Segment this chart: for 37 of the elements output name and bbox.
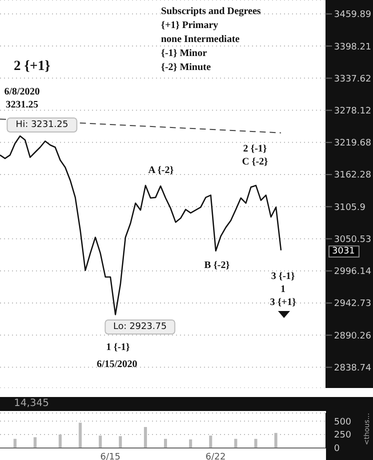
y-tick-label: 3337.62 bbox=[334, 74, 372, 84]
y-tick-label: 3050.53 bbox=[334, 234, 372, 245]
y-tick-label: 2838.74 bbox=[334, 363, 372, 374]
annotation: Hi: 3231.25 bbox=[16, 120, 68, 130]
annotation: 2 {+1} bbox=[14, 58, 51, 74]
x-tick-label: 6/15 bbox=[100, 452, 120, 460]
y-tick-label: 2890.26 bbox=[334, 331, 372, 342]
x-tick-label: 6/22 bbox=[206, 452, 226, 460]
y-tick-label: 3105.9 bbox=[334, 202, 366, 213]
y-tick-label: 3398.21 bbox=[334, 42, 372, 52]
annotation: 3 {-1} 1 3 {+1} bbox=[270, 270, 296, 308]
bar bbox=[189, 439, 192, 448]
text: 14,345 bbox=[14, 397, 49, 411]
y-tick-label: 500 bbox=[334, 417, 352, 428]
y-tick-label: 3278.12 bbox=[334, 106, 372, 116]
annotation: Lo: 2923.75 bbox=[113, 322, 167, 332]
bar bbox=[254, 438, 258, 448]
annotation: A {-2} bbox=[148, 164, 174, 176]
annotation: 6/15/2020 bbox=[96, 358, 138, 370]
annotation: B {-2} bbox=[204, 260, 230, 270]
annotation: 1 {-1} bbox=[106, 342, 130, 352]
y-tick-label: 250 bbox=[334, 430, 352, 441]
bar bbox=[14, 438, 17, 448]
y-tick-label: 3219.68 bbox=[334, 138, 372, 149]
annotation: 6/8/2020 3231.25 bbox=[4, 86, 40, 110]
text: 3031 bbox=[332, 246, 355, 256]
bar bbox=[164, 438, 167, 448]
annotation: 2 {-1} C {-2} bbox=[242, 143, 268, 167]
y-tick-label: 3459.89 bbox=[334, 10, 372, 20]
y-tick-label: 0 bbox=[334, 444, 340, 454]
y-tick-label: 3162.28 bbox=[334, 170, 372, 181]
bar bbox=[234, 438, 238, 448]
y-tick-label: 2996.14 bbox=[334, 267, 372, 278]
bar bbox=[34, 437, 37, 448]
annotation: Subscripts and Degrees {+1} Primary none Intermediate {-1} Minor {-2} Minute bbox=[161, 6, 261, 74]
bar bbox=[209, 436, 212, 448]
y-tick-label: 2942.73 bbox=[334, 299, 372, 310]
